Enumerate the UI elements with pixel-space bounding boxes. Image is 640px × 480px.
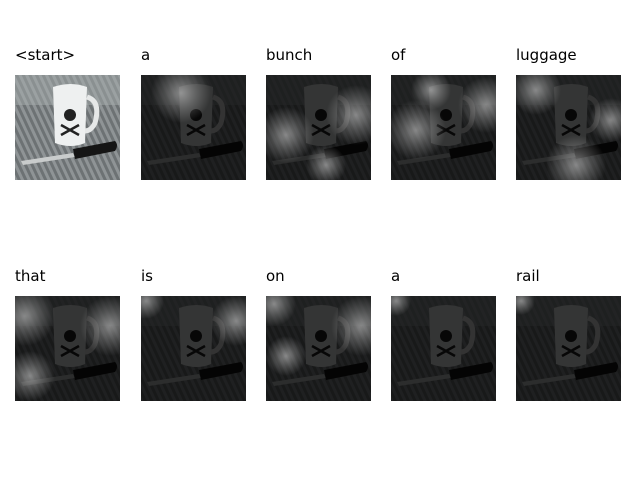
- attention-panel: a: [391, 267, 496, 401]
- panel-grid: <start> a bunch of luggage that is on a rail: [15, 46, 621, 401]
- attention-blob: [211, 296, 246, 346]
- image-content: [141, 75, 246, 180]
- attention-blob: [266, 107, 314, 163]
- attention-blob: [516, 296, 535, 315]
- attention-image: [516, 296, 621, 401]
- attention-blob: [141, 296, 164, 319]
- attention-blob: [391, 100, 446, 160]
- attention-image: [391, 296, 496, 401]
- word-label: a: [391, 267, 400, 285]
- word-label: of: [391, 46, 406, 64]
- word-label: rail: [516, 267, 540, 285]
- dark-overlay: [516, 296, 621, 401]
- attention-image: [266, 296, 371, 401]
- image-content: [391, 75, 496, 180]
- word-label: <start>: [15, 46, 75, 64]
- attention-blob: [266, 336, 306, 376]
- attention-image: [141, 296, 246, 401]
- image-content: [15, 296, 120, 401]
- word-label: bunch: [266, 46, 312, 64]
- dark-overlay: [391, 296, 496, 401]
- attention-image: [266, 75, 371, 180]
- word-label: luggage: [516, 46, 577, 64]
- attention-image: [141, 75, 246, 180]
- attention-panel: luggage: [516, 46, 621, 180]
- attention-blob: [546, 135, 606, 180]
- attention-panel: bunch: [266, 46, 371, 180]
- attention-blob: [458, 77, 496, 133]
- word-label: a: [141, 46, 150, 64]
- attention-panel: of: [391, 46, 496, 180]
- image-content: [266, 296, 371, 401]
- attention-blob: [326, 85, 371, 145]
- attention-image: [391, 75, 496, 180]
- attention-blob: [80, 296, 120, 356]
- attention-image: [15, 75, 120, 180]
- attention-blob: [391, 296, 411, 316]
- attention-blob: [15, 296, 55, 346]
- attention-blob: [411, 75, 451, 110]
- word-label: that: [15, 267, 46, 285]
- image-content: [391, 296, 496, 401]
- attention-blob: [151, 75, 211, 123]
- attention-blob: [516, 75, 561, 115]
- word-label: is: [141, 267, 153, 285]
- attention-image: [516, 75, 621, 180]
- attention-blob: [589, 98, 621, 142]
- scene: [15, 75, 120, 180]
- attention-panel: is: [141, 267, 246, 401]
- image-content: [266, 75, 371, 180]
- attention-blob: [15, 351, 55, 401]
- image-content: [516, 75, 621, 180]
- image-content: [516, 296, 621, 401]
- attention-panel: rail: [516, 267, 621, 401]
- attention-panel: on: [266, 267, 371, 401]
- word-label: on: [266, 267, 285, 285]
- image-content: [15, 75, 120, 180]
- image-content: [141, 296, 246, 401]
- attention-panel: <start>: [15, 46, 120, 180]
- attention-blob: [331, 296, 371, 356]
- attention-blob: [266, 296, 296, 326]
- attention-blob: [306, 145, 346, 180]
- attention-image: [15, 296, 120, 401]
- attention-panel: that: [15, 267, 120, 401]
- attention-panel: a: [141, 46, 246, 180]
